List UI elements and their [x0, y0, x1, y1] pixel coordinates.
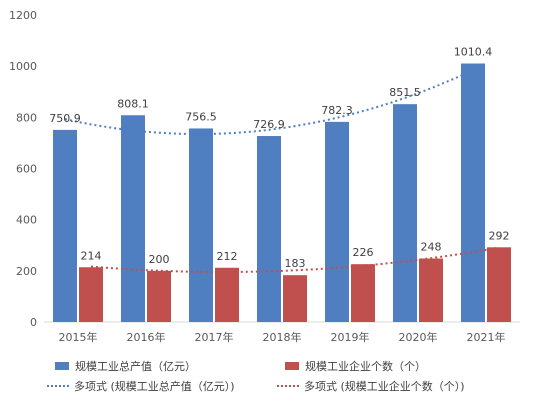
data-label-output: 726.9	[253, 118, 285, 131]
legend-item-trend-enterprises: 多项式 (规模工业企业个数（个）)	[277, 378, 465, 394]
legend-swatch-enterprises	[285, 362, 299, 370]
bar-enterprises	[283, 275, 307, 322]
x-tick-label: 2019年	[331, 330, 370, 344]
legend-swatch-trend-output	[47, 385, 69, 387]
bar-output	[393, 104, 417, 322]
data-label-output: 750.9	[49, 112, 81, 125]
bar-output	[53, 129, 77, 322]
x-tick-label: 2016年	[127, 330, 166, 344]
y-tick-label: 800	[16, 111, 37, 124]
x-tick-label: 2017年	[195, 330, 234, 344]
data-label-enterprises: 212	[217, 250, 238, 263]
legend: 规模工业总产值（亿元） 规模工业企业个数（个） 多项式 (规模工业总产值（亿元）…	[0, 354, 534, 401]
data-label-enterprises: 183	[285, 257, 306, 270]
legend-swatch-output	[55, 362, 69, 370]
legend-label-trend-output: 多项式 (规模工业总产值（亿元）)	[74, 380, 235, 393]
x-tick-label: 2018年	[263, 330, 302, 344]
data-label-enterprises: 226	[353, 246, 374, 259]
bar-enterprises	[419, 258, 443, 322]
legend-label-output: 规模工业总产值（亿元）	[75, 360, 196, 373]
legend-label-enterprises: 规模工业企业个数（个）	[305, 360, 426, 373]
y-tick-label: 1000	[9, 60, 37, 73]
trendline-enterprises	[90, 246, 500, 273]
trendlines	[64, 69, 500, 273]
data-label-enterprises: 292	[489, 229, 510, 242]
y-tick-label: 400	[16, 214, 37, 227]
x-tick-label: 2015年	[59, 330, 98, 344]
y-axis: 0 200 400 600 800 1000 1200	[9, 9, 37, 329]
data-labels: 750.9 808.1 756.5 726.9 782.3 851.5 1010.4 214 2…	[49, 46, 509, 271]
bar-output	[461, 63, 485, 322]
x-tick-label: 2020年	[399, 330, 438, 344]
bar-enterprises	[215, 267, 239, 322]
bar-output	[325, 121, 349, 323]
bar-enterprises	[351, 264, 375, 322]
y-tick-label: 0	[30, 316, 37, 329]
bar-output	[257, 136, 281, 322]
data-label-enterprises: 200	[149, 253, 170, 266]
bars	[53, 63, 511, 323]
bar-output	[189, 128, 213, 322]
data-label-output: 756.5	[185, 110, 217, 123]
legend-item-output: 规模工业总产值（亿元）	[55, 358, 196, 374]
y-tick-label: 1200	[9, 9, 37, 22]
x-axis: 2015年 2016年 2017年 2018年 2019年 2020年 2021年	[59, 330, 506, 344]
data-label-output: 1010.4	[454, 46, 493, 59]
x-tick-label: 2021年	[467, 330, 506, 344]
legend-item-enterprises: 规模工业企业个数（个）	[285, 358, 426, 374]
data-label-output: 851.5	[389, 86, 421, 99]
bar-enterprises	[487, 247, 511, 322]
data-label-enterprises: 214	[81, 249, 102, 262]
y-tick-label: 600	[16, 163, 37, 176]
data-label-output: 808.1	[117, 97, 149, 110]
data-label-output: 782.3	[321, 104, 353, 117]
trendline-output	[64, 69, 474, 135]
bar-output	[121, 115, 145, 323]
bar-enterprises	[147, 270, 171, 322]
bar-enterprises	[79, 267, 103, 322]
data-label-enterprises: 248	[421, 241, 442, 254]
legend-label-trend-enterprises: 多项式 (规模工业企业个数（个）)	[304, 380, 465, 393]
y-tick-label: 200	[16, 265, 37, 278]
legend-swatch-trend-enterprises	[277, 385, 299, 387]
legend-item-trend-output: 多项式 (规模工业总产值（亿元）)	[47, 378, 235, 394]
